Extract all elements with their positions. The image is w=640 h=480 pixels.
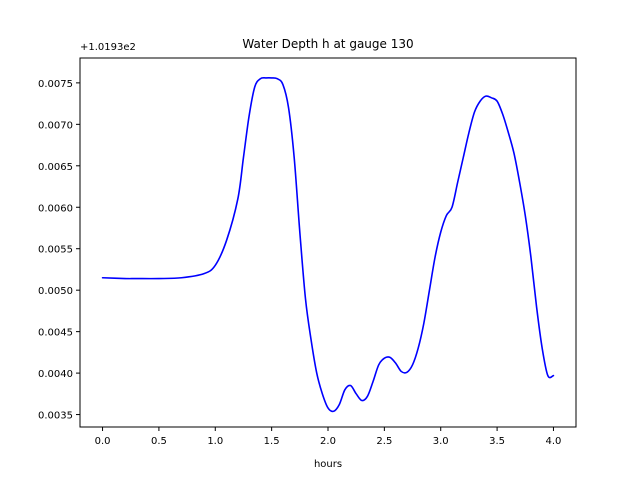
x-tick-label: 1.5 [264,436,280,447]
series-line [101,76,555,413]
y-tick-label: 0.0050 [38,286,73,297]
x-tick-label: 3.5 [489,436,505,447]
x-tick-label: 0.0 [95,436,111,447]
y-tick-label: 0.0070 [38,120,73,131]
chart-title: Water Depth h at gauge 130 [242,37,413,51]
x-axis-label: hours [314,459,342,470]
y-tick-label: 0.0060 [38,203,73,214]
plot-frame [79,57,577,428]
y-tick-label: 0.0055 [38,245,73,256]
x-tick-label: 2.5 [376,436,392,447]
y-tick-label: 0.0075 [38,79,73,90]
x-axis-ticks: 0.0 0.5 1.0 1.5 2.0 2.5 3.0 3.5 4.0 [95,427,562,447]
y-offset-label: +1.0193e2 [80,42,136,53]
y-tick-label: 0.0035 [38,411,73,422]
plot-series [101,76,555,413]
x-tick-label: 3.0 [433,436,449,447]
y-tick-label: 0.0045 [38,328,73,339]
x-tick-label: 2.0 [320,436,336,447]
y-axis-ticks: 0.0035 0.0040 0.0045 0.0050 0.0055 0.0060 0.00… [38,79,80,422]
y-tick-label: 0.0065 [38,162,73,173]
x-tick-label: 1.0 [207,436,223,447]
x-tick-label: 4.0 [546,436,562,447]
x-tick-label: 0.5 [151,436,167,447]
y-tick-label: 0.0040 [38,369,73,380]
